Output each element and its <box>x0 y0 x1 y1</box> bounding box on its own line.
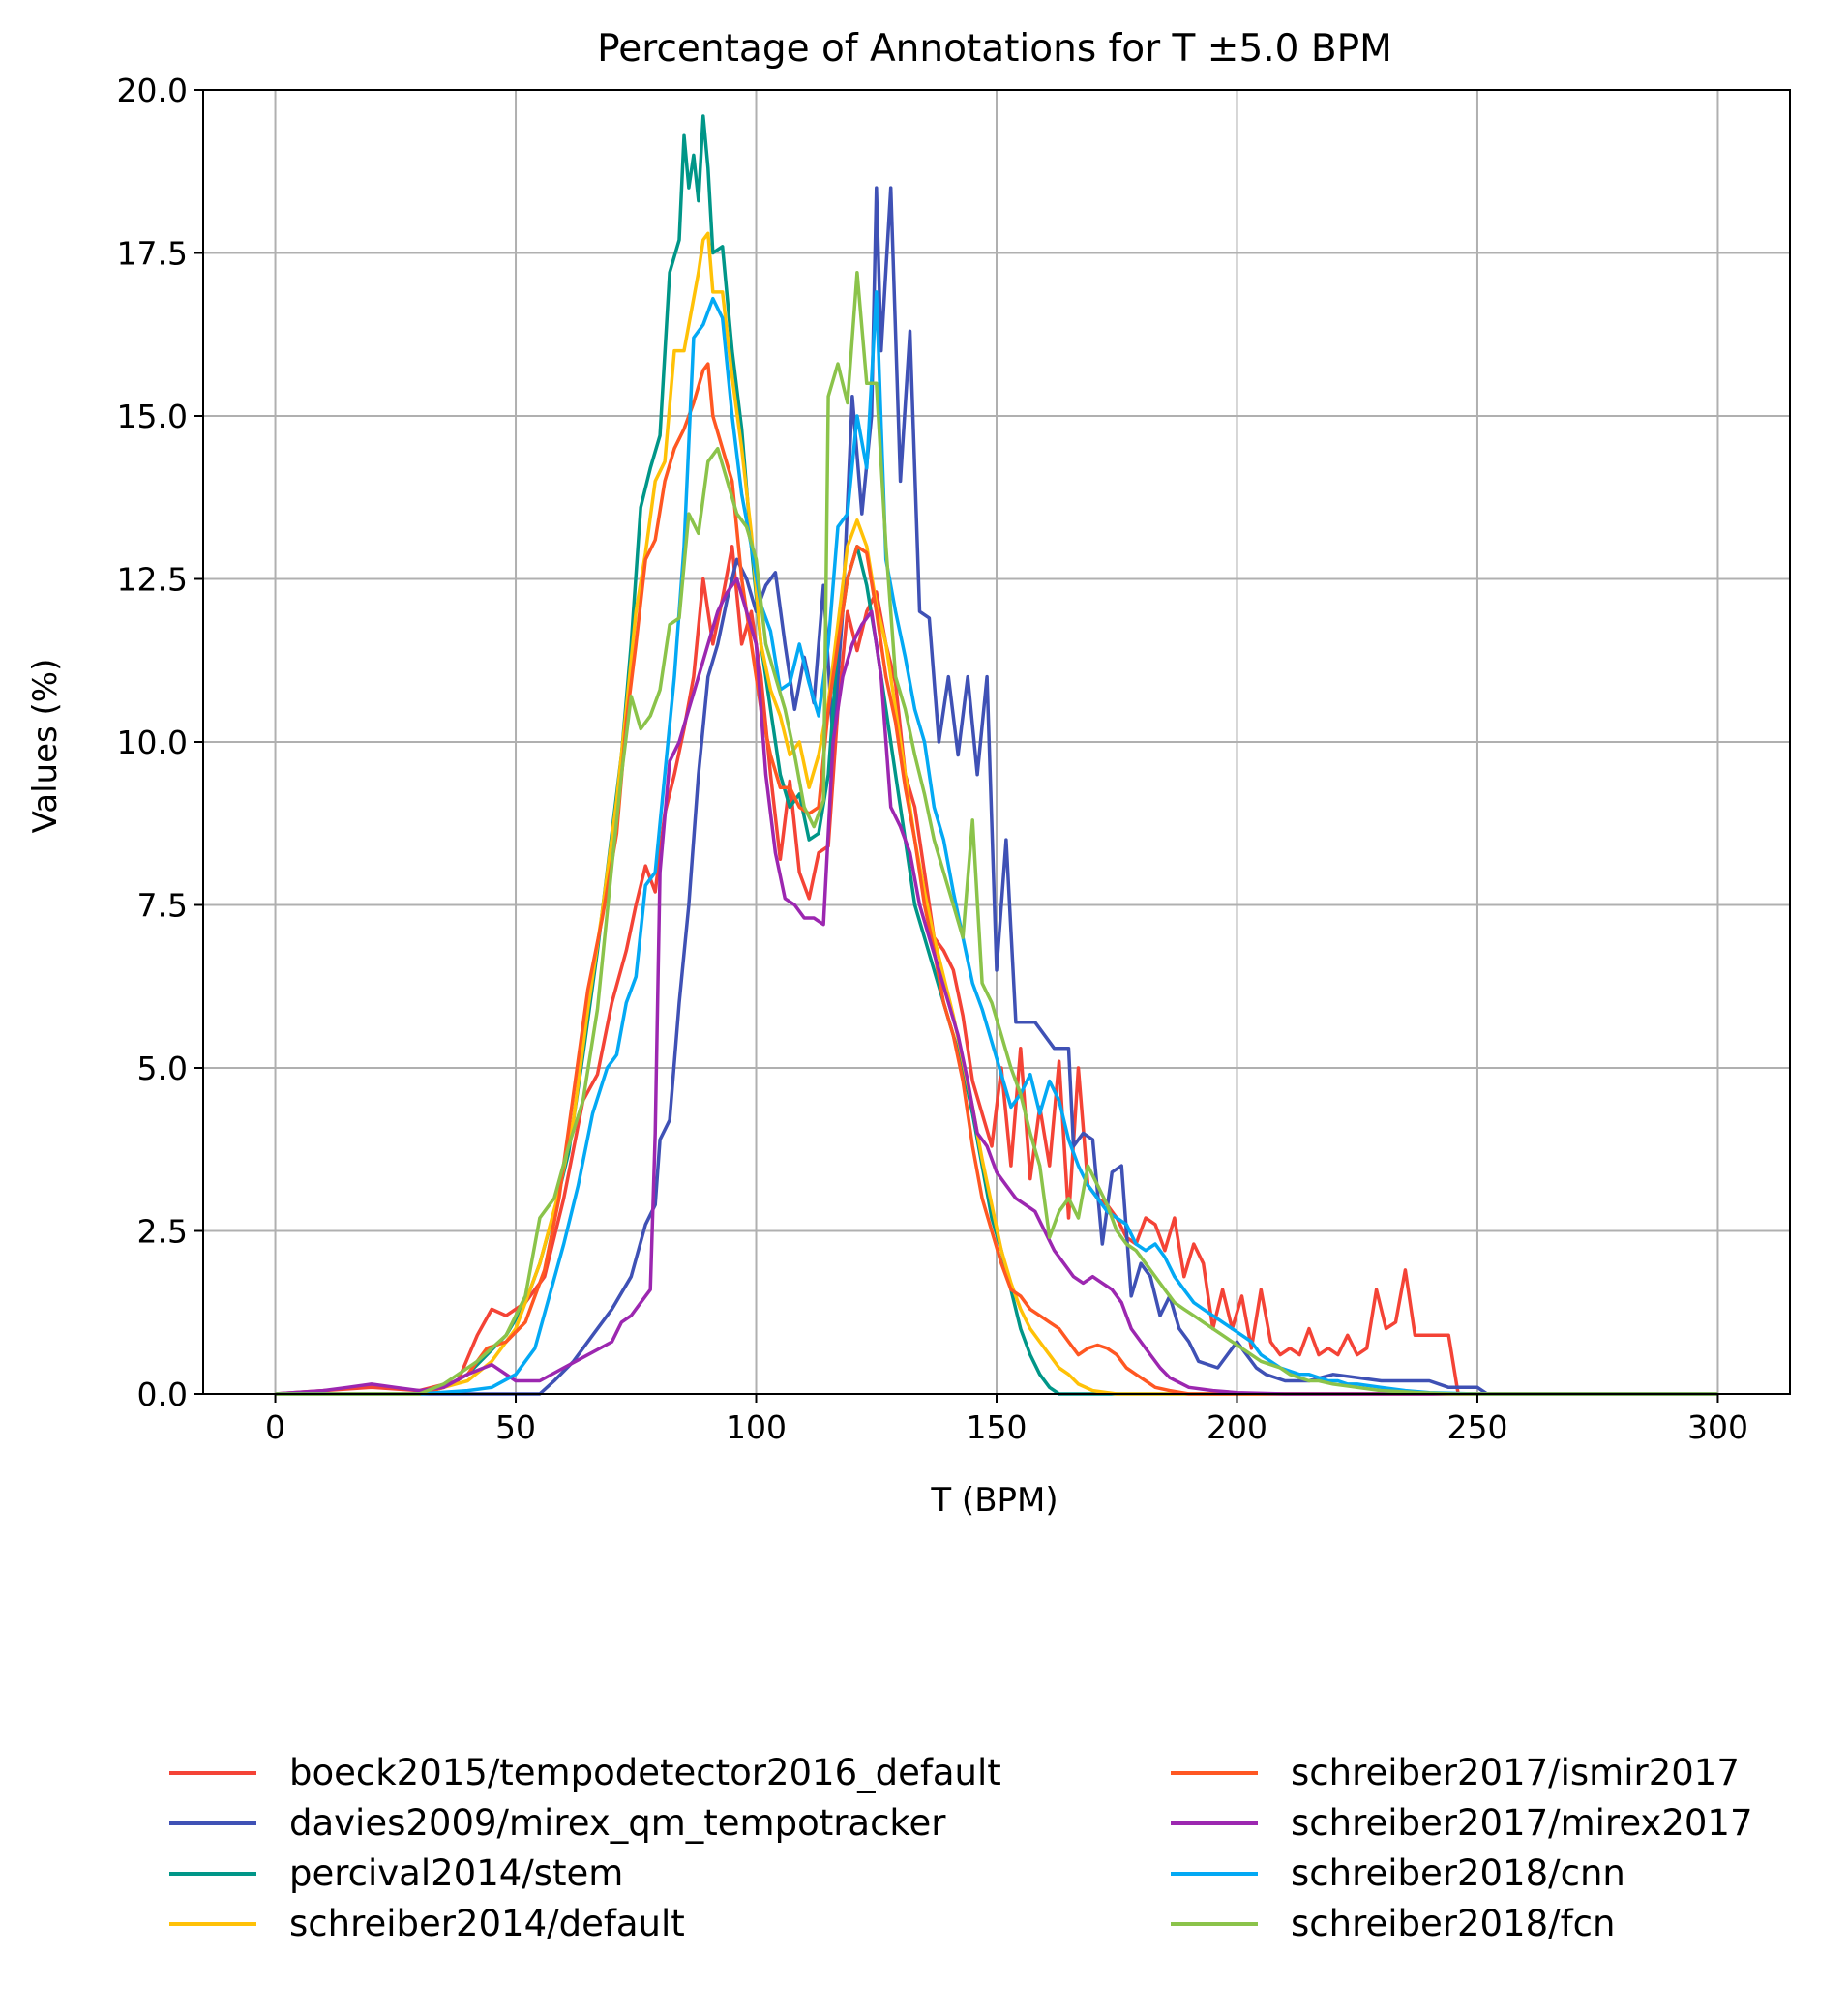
legend-label: schreiber2014/default <box>289 1903 685 1944</box>
y-tick-label: 7.5 <box>137 887 188 925</box>
legend-label: schreiber2017/ismir2017 <box>1291 1752 1740 1793</box>
x-tick-label: 50 <box>495 1408 536 1446</box>
y-tick-label: 0.0 <box>137 1376 188 1413</box>
axis-ticks: 0 50 100 150 200 250 300 0.0 2.5 5.0 7.5 10.0 12.5 15… <box>117 72 1748 1446</box>
legend: boeck2015/tempodetector2016_defaultdavie… <box>169 1752 1753 1944</box>
y-tick-label: 2.5 <box>137 1213 188 1251</box>
grid <box>203 89 1790 1395</box>
y-tick-label: 10.0 <box>117 724 188 761</box>
legend-label: schreiber2018/cnn <box>1291 1852 1625 1894</box>
legend-label: boeck2015/tempodetector2016_default <box>289 1752 1001 1793</box>
series-line <box>275 290 1718 1396</box>
series-line <box>275 186 1718 1396</box>
chart-title: Percentage of Annotations for T ±5.0 BPM <box>597 27 1392 71</box>
x-tick-label: 150 <box>967 1408 1028 1446</box>
legend-label: schreiber2017/mirex2017 <box>1291 1802 1753 1844</box>
legend-label: schreiber2018/fcn <box>1291 1903 1615 1944</box>
x-tick-label: 200 <box>1207 1408 1267 1446</box>
legend-label: percival2014/stem <box>289 1852 623 1894</box>
y-tick-label: 17.5 <box>117 235 188 273</box>
y-axis-label: Values (%) <box>26 659 65 834</box>
x-tick-label: 250 <box>1446 1408 1507 1446</box>
x-axis-label: T (BPM) <box>930 1481 1058 1520</box>
y-tick-label: 5.0 <box>137 1050 188 1087</box>
y-tick-label: 12.5 <box>117 561 188 599</box>
x-tick-label: 100 <box>726 1408 787 1446</box>
series-line <box>275 231 1718 1396</box>
series-lines <box>275 114 1718 1396</box>
x-tick-label: 300 <box>1687 1408 1748 1446</box>
series-line <box>275 270 1718 1396</box>
series-line <box>275 577 1718 1396</box>
y-tick-label: 15.0 <box>117 398 188 435</box>
y-tick-label: 20.0 <box>117 72 188 109</box>
x-tick-label: 0 <box>265 1408 285 1446</box>
legend-label: davies2009/mirex_qm_tempotracker <box>289 1802 946 1844</box>
